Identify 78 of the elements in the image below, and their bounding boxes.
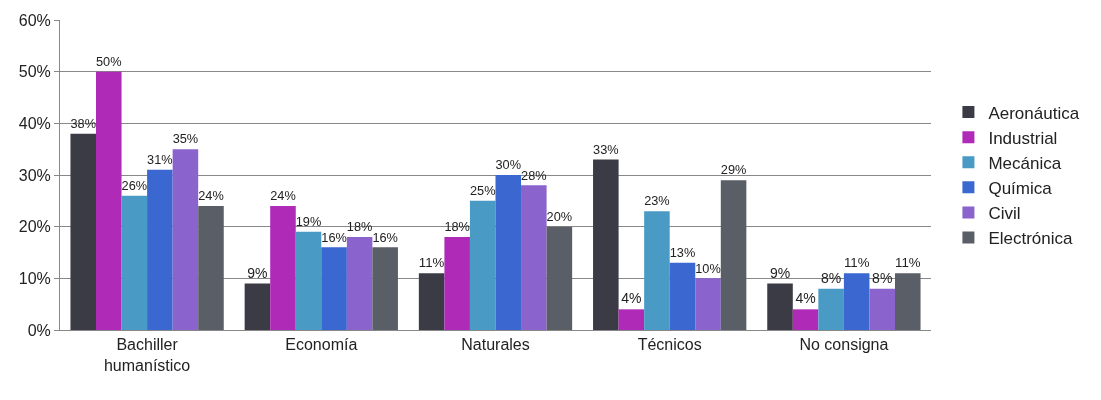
bar <box>546 226 573 330</box>
bar <box>244 283 271 330</box>
data-label: 10% <box>695 260 721 276</box>
bar <box>720 180 747 330</box>
data-label: 11% <box>418 255 445 271</box>
bar <box>469 200 496 330</box>
data-label: 18% <box>346 219 373 235</box>
bar <box>372 247 398 330</box>
y-tick-label: 20% <box>18 218 51 236</box>
y-tick-label: 0% <box>27 321 51 339</box>
bar <box>644 211 670 330</box>
bar <box>818 288 844 330</box>
data-label: 11% <box>895 255 921 271</box>
data-label: 9% <box>247 264 268 281</box>
bar <box>843 273 870 330</box>
data-label: 35% <box>172 131 199 147</box>
data-label: 4% <box>795 290 816 307</box>
bar <box>321 247 347 330</box>
y-tick-label: 10% <box>18 269 51 287</box>
data-label: 18% <box>444 219 470 235</box>
bar <box>147 169 173 330</box>
y-tick-label: 30% <box>18 166 51 184</box>
y-tick-label: 60% <box>18 11 51 29</box>
bar <box>444 237 470 330</box>
data-label: 31% <box>147 152 173 168</box>
legend-label: Industrial <box>988 128 1058 148</box>
x-tick-label: Técnicos <box>637 336 702 354</box>
y-tick-label: 40% <box>18 114 51 132</box>
data-label: 25% <box>469 183 496 199</box>
bar <box>270 206 296 330</box>
legend-label: Civil <box>988 204 1021 224</box>
bar <box>792 309 819 330</box>
x-tick-label: Bachiller humanístico <box>103 336 191 374</box>
bar <box>618 309 645 330</box>
data-label: 26% <box>121 177 148 193</box>
data-label: 8% <box>821 269 842 286</box>
bar <box>121 195 148 330</box>
bar <box>295 231 322 330</box>
bar <box>593 159 619 330</box>
data-label: 8% <box>872 269 893 286</box>
data-label: 28% <box>521 167 547 183</box>
data-label: 20% <box>546 208 573 224</box>
legend-label: Aeronáutica <box>988 103 1080 123</box>
data-label: 19% <box>295 214 322 230</box>
data-label: 30% <box>495 157 522 173</box>
bar <box>346 237 373 330</box>
bar <box>495 175 522 330</box>
bar <box>895 273 921 330</box>
x-tick-label: No consigna <box>799 336 889 354</box>
legend-label: Mecánica <box>988 153 1062 173</box>
bar <box>172 149 199 330</box>
data-label: 11% <box>843 255 870 271</box>
data-label: 50% <box>96 53 122 69</box>
bar <box>198 206 224 330</box>
legend-label: Química <box>988 178 1053 198</box>
data-label: 9% <box>769 264 791 281</box>
bar <box>669 262 696 330</box>
data-label: 13% <box>669 245 696 261</box>
data-label: 29% <box>720 162 747 178</box>
bar <box>521 185 547 330</box>
x-tick-label: Naturales <box>461 336 530 354</box>
data-label: 24% <box>270 188 296 204</box>
data-label: 23% <box>644 193 670 209</box>
bar <box>869 288 895 330</box>
data-label: 16% <box>372 229 398 245</box>
bar <box>418 273 445 330</box>
data-label: 4% <box>621 290 642 307</box>
bar <box>767 283 793 330</box>
legend-label: Electrónica <box>988 229 1074 249</box>
bar <box>96 71 122 330</box>
bar <box>70 133 96 330</box>
bar <box>695 278 721 330</box>
data-label: 24% <box>198 188 224 204</box>
data-label: 16% <box>321 229 347 245</box>
data-label: 33% <box>593 141 619 157</box>
data-label: 38% <box>70 115 96 131</box>
x-tick-label: Economía <box>285 336 358 354</box>
y-tick-label: 50% <box>18 63 51 81</box>
